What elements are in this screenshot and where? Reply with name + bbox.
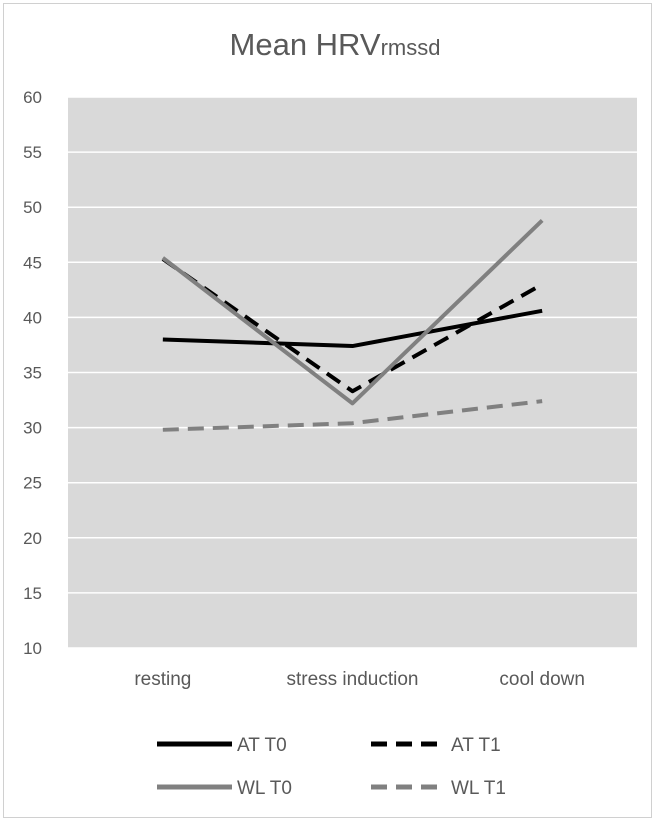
x-tick-label-2: cool down: [499, 669, 585, 690]
y-tick-label-35: 35: [23, 364, 42, 383]
series-line-2: [161, 218, 544, 406]
series-line-1: [161, 257, 544, 394]
legend-label-1: AT T1: [451, 735, 501, 756]
y-tick-label-30: 30: [23, 419, 42, 438]
y-tick-label-60: 60: [23, 88, 42, 107]
legend-label-2: WL T0: [237, 778, 292, 799]
legend-label-0: AT T0: [237, 735, 287, 756]
legend-label-3: WL T1: [451, 778, 506, 799]
y-tick-label-45: 45: [23, 253, 42, 272]
y-tick-label-10: 10: [23, 639, 42, 658]
y-tick-label-40: 40: [23, 308, 42, 327]
chart-title: Mean HRVrmssd: [0, 27, 670, 63]
chart-title-subscript: rmssd: [380, 35, 441, 60]
y-tick-label-15: 15: [23, 584, 42, 603]
x-tick-label-0: resting: [134, 669, 191, 690]
series-line-0: [162, 308, 543, 349]
y-tick-label-25: 25: [23, 474, 42, 493]
series-line-3: [162, 399, 543, 432]
y-tick-label-50: 50: [23, 198, 42, 217]
y-tick-label-20: 20: [23, 529, 42, 548]
chart-title-main: Mean HRV: [229, 27, 381, 62]
x-tick-label-1: stress induction: [286, 669, 418, 690]
y-tick-label-55: 55: [23, 143, 42, 162]
